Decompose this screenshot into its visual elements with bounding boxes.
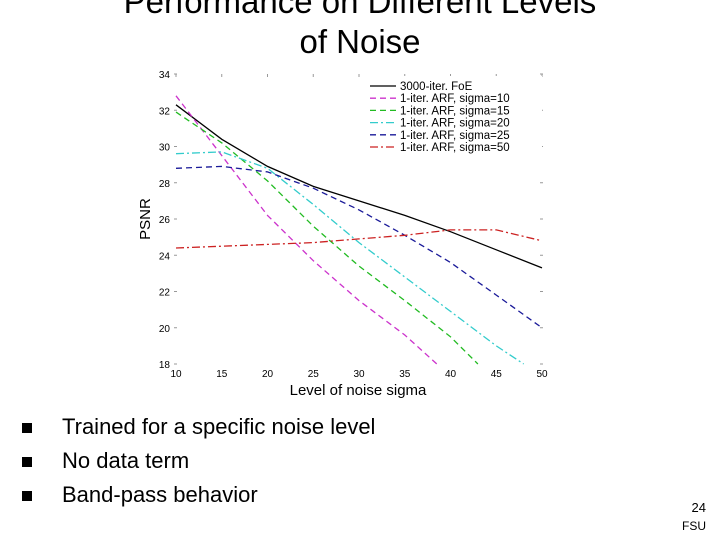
bullet-text: Band-pass behavior (62, 482, 258, 507)
bullet-text: Trained for a specific noise level (62, 414, 376, 439)
x-tick-label: 40 (445, 369, 457, 380)
bullet-list: Trained for a specific noise level No da… (22, 412, 375, 514)
legend-label: 1-iter. ARF, sigma=10 (400, 93, 510, 105)
bullet-item: Band-pass behavior (22, 480, 375, 514)
x-tick-label: 35 (399, 369, 411, 380)
legend-label: 1-iter. ARF, sigma=15 (400, 105, 510, 117)
x-tick-label: 20 (262, 369, 274, 380)
y-tick-label: 32 (159, 106, 171, 117)
y-tick-label: 26 (159, 215, 171, 226)
series-lines (175, 95, 543, 365)
bullet-item: Trained for a specific noise level (22, 412, 375, 446)
page-number: 24 (691, 500, 706, 515)
x-tick-label: 45 (491, 369, 503, 380)
series-line-3 (175, 151, 525, 365)
org-name: FSU (682, 519, 706, 533)
series-line-0 (175, 104, 543, 269)
legend-label: 3000-iter. FoE (400, 81, 473, 93)
square-bullet-icon (22, 457, 32, 467)
slide-title: Performance on Different Levels of Noise (0, 0, 720, 62)
square-bullet-icon (22, 423, 32, 433)
series-line-4 (175, 165, 543, 329)
axis-ticks: 10 15 20 25 30 35 40 45 50 18 20 22 24 26 28 30 32 34 (159, 70, 548, 380)
y-tick-label: 22 (159, 288, 171, 299)
slide-title-line-1: Performance on Different Levels (123, 0, 597, 20)
y-tick-label: 20 (159, 324, 171, 335)
y-axis-label: PSNR (137, 198, 154, 240)
y-tick-label: 34 (159, 70, 171, 81)
x-tick-label: 30 (353, 369, 365, 380)
x-tick-label: 50 (536, 369, 548, 380)
x-tick-label: 25 (308, 369, 320, 380)
slide-title-line-2: of Noise (299, 23, 421, 60)
x-axis-label: Level of noise sigma (290, 382, 427, 399)
legend-box (360, 76, 542, 158)
bullet-text: No data term (62, 448, 190, 473)
y-tick-label: 18 (159, 360, 171, 371)
series-line-2 (175, 111, 479, 365)
legend-label: 1-iter. ARF, sigma=20 (400, 118, 510, 130)
legend-label: 1-iter. ARF, sigma=25 (400, 130, 510, 142)
x-tick-label: 15 (216, 369, 228, 380)
y-tick-label: 24 (159, 251, 171, 262)
series-line-1 (175, 95, 438, 365)
x-tick-label: 10 (170, 369, 182, 380)
legend-label: 1-iter. ARF, sigma=50 (400, 142, 510, 154)
y-tick-label: 28 (159, 179, 171, 190)
bullet-item: No data term (22, 446, 375, 480)
series-line-5 (175, 229, 543, 249)
square-bullet-icon (22, 491, 32, 501)
y-tick-label: 30 (159, 143, 171, 154)
